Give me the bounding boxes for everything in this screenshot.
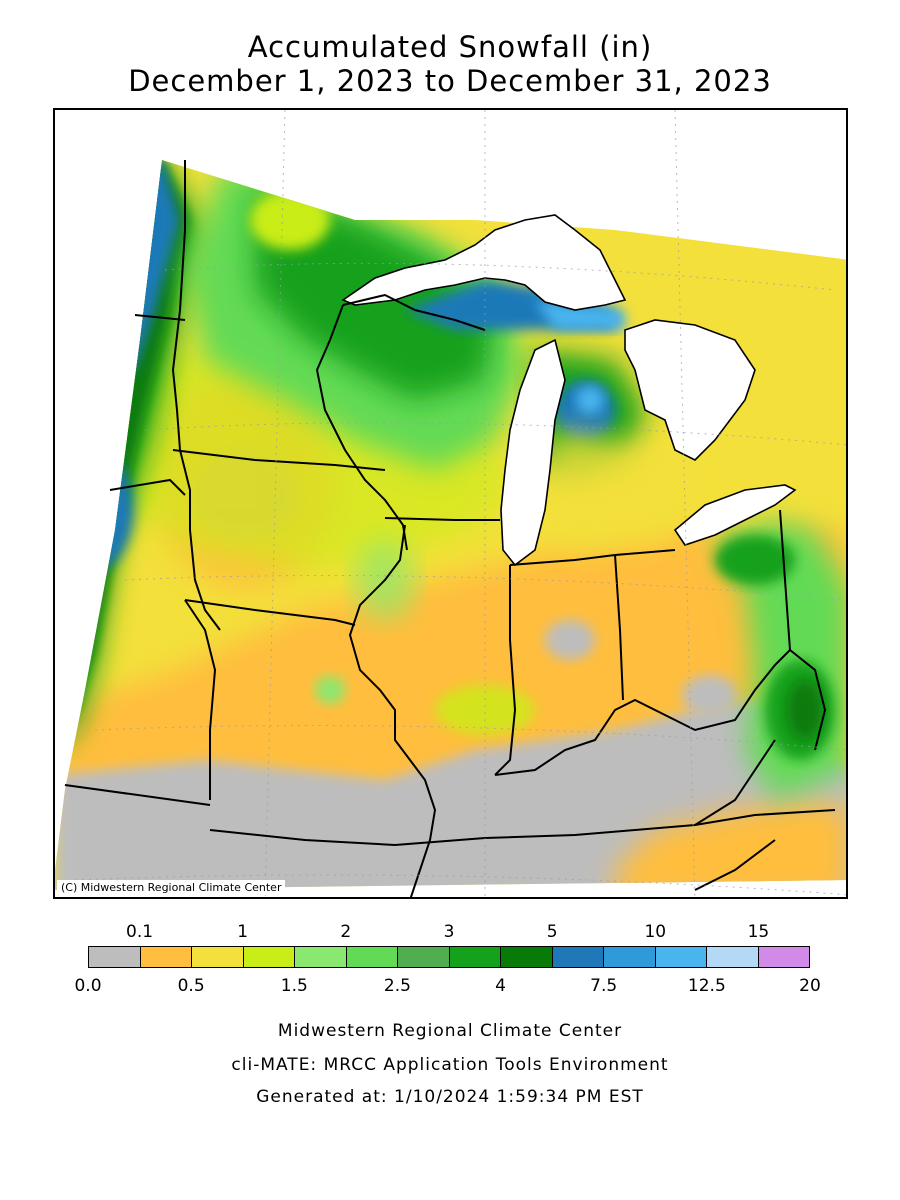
great-lakes — [341, 214, 797, 567]
state-boundaries — [64, 160, 836, 897]
legend-bottom-label: 7.5 — [590, 976, 618, 996]
legend-bottom-label: 20 — [799, 976, 821, 996]
legend-swatch — [604, 947, 656, 967]
copyright-label: (C) Midwestern Regional Climate Center — [57, 880, 286, 895]
legend-bottom-label: 4 — [495, 976, 506, 996]
legend-swatch — [346, 947, 398, 967]
map-date-range: December 1, 2023 to December 31, 2023 — [128, 64, 772, 98]
legend-swatch — [501, 947, 553, 967]
legend-top-label: 5 — [546, 922, 558, 942]
legend-bottom-label: 12.5 — [687, 976, 726, 996]
map-canvas — [55, 110, 846, 897]
legend-swatch — [192, 947, 244, 967]
legend-swatch — [243, 947, 295, 967]
legend-swatch — [758, 947, 809, 967]
legend-bottom-label: 2.5 — [383, 976, 411, 996]
legend-top-label: 3 — [443, 922, 455, 942]
legend-top-label: 0.1 — [126, 922, 154, 942]
legend-swatch — [552, 947, 604, 967]
legend-swatch — [398, 947, 450, 967]
snowfall-map: (C) Midwestern Regional Climate Center — [53, 108, 848, 899]
footer-org: Midwestern Regional Climate Center — [277, 1021, 623, 1041]
legend-swatch — [449, 947, 501, 967]
legend-top-label: 10 — [644, 922, 667, 942]
legend-swatch — [89, 947, 141, 967]
legend-top-label: 1 — [237, 922, 249, 942]
legend-bottom-label: 1.5 — [280, 976, 308, 996]
legend-swatch — [295, 947, 347, 967]
map-title: Accumulated Snowfall (in) — [247, 30, 653, 64]
footer-tool: cli-MATE: MRCC Application Tools Environ… — [231, 1055, 669, 1075]
graticule — [74, 110, 846, 897]
footer-generated: Generated at: 1/10/2024 1:59:34 PM EST — [256, 1087, 644, 1107]
legend-bottom-label: 0.0 — [74, 976, 102, 996]
legend-swatch — [707, 947, 759, 967]
color-legend — [88, 946, 810, 968]
legend-bottom-label: 0.5 — [177, 976, 205, 996]
legend-top-label: 2 — [340, 922, 352, 942]
legend-top-label: 15 — [747, 922, 770, 942]
legend-swatch — [140, 947, 192, 967]
legend-swatch — [655, 947, 707, 967]
